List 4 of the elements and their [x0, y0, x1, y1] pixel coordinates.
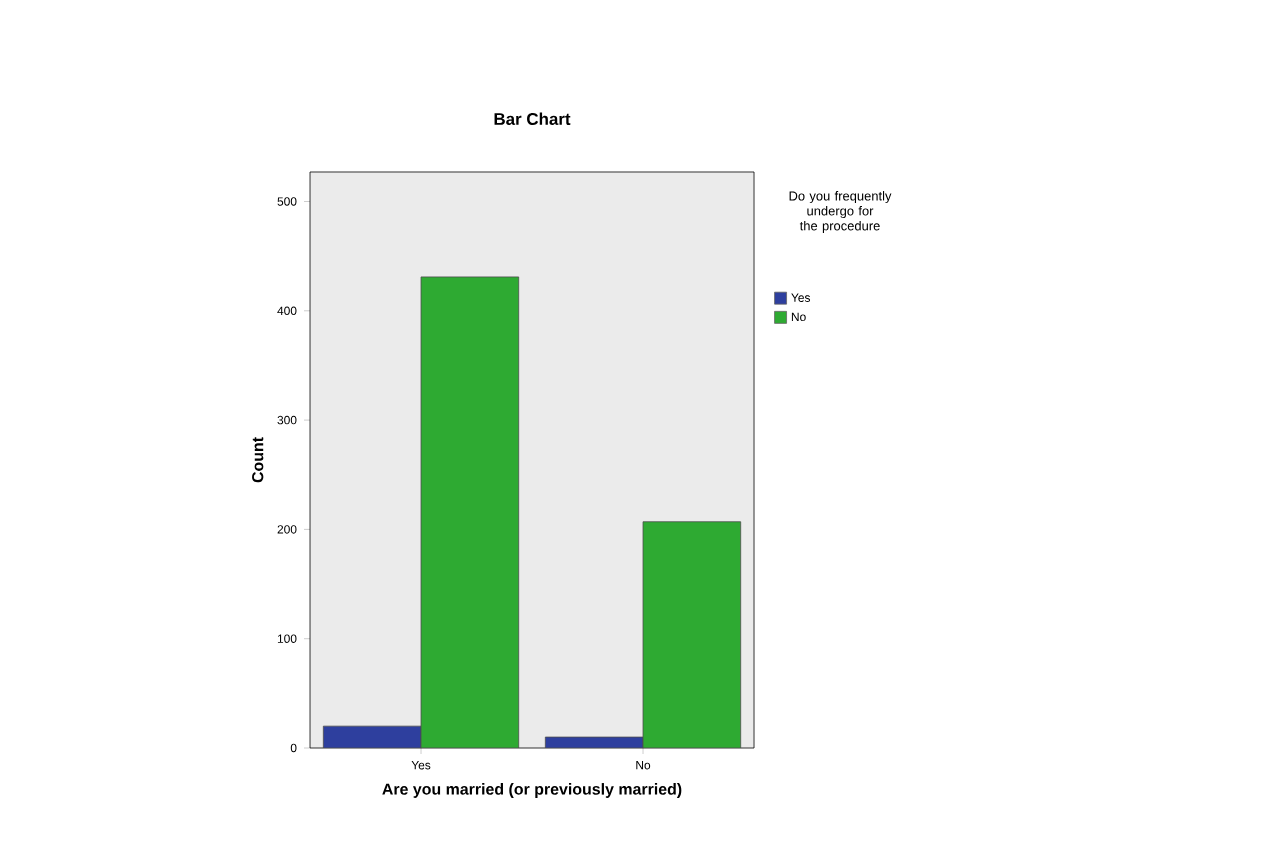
bar [642, 521, 742, 748]
bar [323, 726, 422, 748]
chart-title: Bar Chart [494, 112, 571, 125]
bar [420, 276, 520, 748]
